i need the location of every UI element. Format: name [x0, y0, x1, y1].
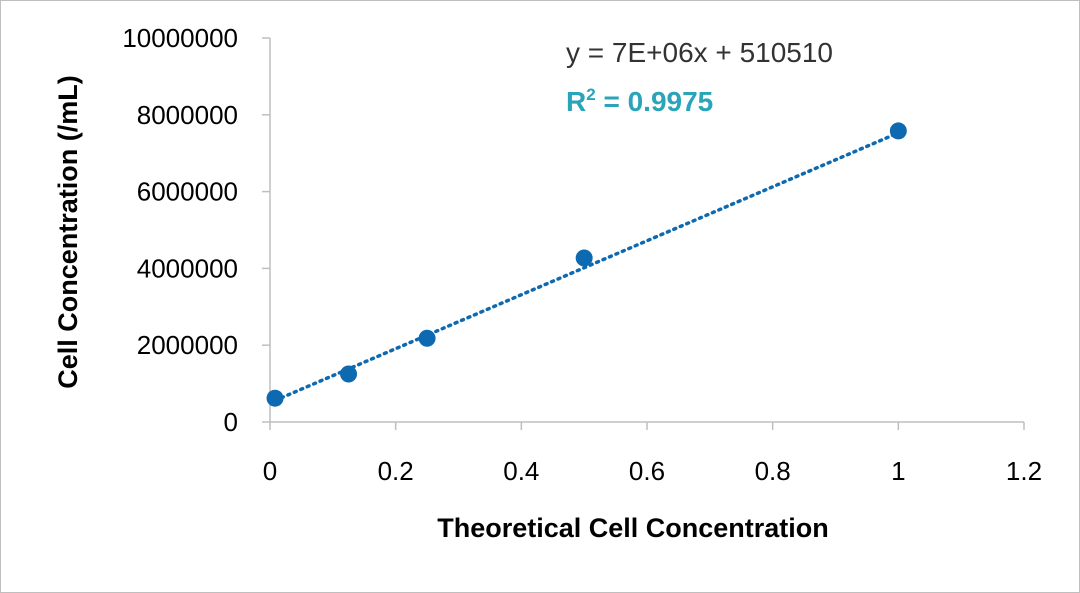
x-tick-label: 0.6 [629, 456, 665, 486]
trendline-equation: y = 7E+06x + 510510 [566, 37, 833, 68]
y-tick-label: 6000000 [137, 177, 238, 207]
data-point [575, 249, 593, 267]
x-ticks: 0 0.2 0.4 0.6 0.8 1 1.2 [263, 422, 1042, 486]
y-tick-label: 2000000 [137, 330, 238, 360]
x-axis-title: Theoretical Cell Concentration [437, 513, 829, 543]
r-squared-superscript: 2 [586, 85, 595, 104]
y-tick-label: 4000000 [137, 253, 238, 283]
r-squared-value: = 0.9975 [596, 86, 714, 117]
data-point [418, 329, 436, 347]
y-tick-label: 0 [224, 407, 238, 437]
y-tick-label: 8000000 [137, 100, 238, 130]
data-points [266, 122, 907, 407]
x-tick-label: 1 [891, 456, 905, 486]
y-tick-label: 10000000 [122, 23, 238, 53]
r-squared-prefix: R [566, 86, 586, 117]
x-tick-label: 0.4 [503, 456, 539, 486]
x-tick-label: 0.8 [755, 456, 791, 486]
x-tick-label: 1.2 [1006, 456, 1042, 486]
x-tick-label: 0.2 [378, 456, 414, 486]
trendline-group [273, 131, 901, 403]
data-point [889, 122, 907, 140]
r-squared-label: R2 = 0.9975 [566, 85, 713, 117]
trendline [273, 131, 901, 403]
y-axis-title: Cell Concentration (/mL) [53, 75, 83, 389]
y-ticks: 0 2000000 4000000 6000000 8000000 10000000 [122, 23, 270, 437]
data-point [340, 365, 358, 383]
data-point [266, 389, 284, 407]
x-tick-label: 0 [263, 456, 277, 486]
